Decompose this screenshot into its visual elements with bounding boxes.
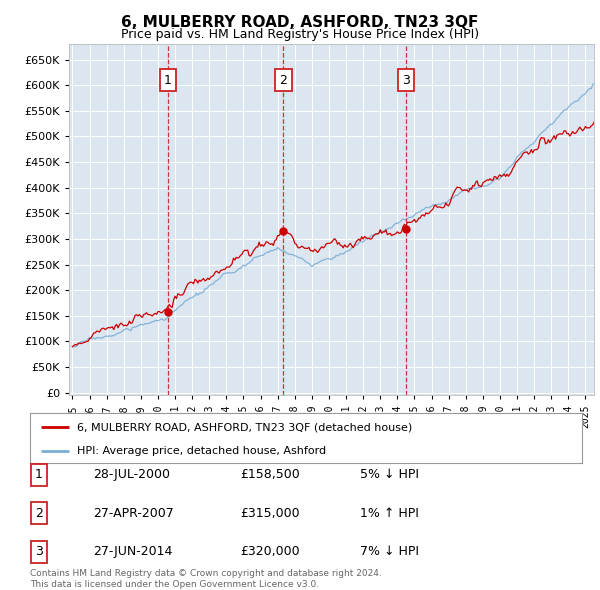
Text: 27-JUN-2014: 27-JUN-2014 [93,545,172,558]
Text: £320,000: £320,000 [240,545,299,558]
Text: 6, MULBERRY ROAD, ASHFORD, TN23 3QF: 6, MULBERRY ROAD, ASHFORD, TN23 3QF [121,15,479,30]
Text: HPI: Average price, detached house, Ashford: HPI: Average price, detached house, Ashf… [77,445,326,455]
Text: 28-JUL-2000: 28-JUL-2000 [93,468,170,481]
Text: 1: 1 [35,468,43,481]
Text: 3: 3 [35,545,43,558]
Text: 3: 3 [402,74,410,87]
Text: 1: 1 [164,74,172,87]
Text: Price paid vs. HM Land Registry's House Price Index (HPI): Price paid vs. HM Land Registry's House … [121,28,479,41]
Text: 7% ↓ HPI: 7% ↓ HPI [360,545,419,558]
Text: 27-APR-2007: 27-APR-2007 [93,507,174,520]
Text: Contains HM Land Registry data © Crown copyright and database right 2024.
This d: Contains HM Land Registry data © Crown c… [30,569,382,589]
Text: 1% ↑ HPI: 1% ↑ HPI [360,507,419,520]
Text: 6, MULBERRY ROAD, ASHFORD, TN23 3QF (detached house): 6, MULBERRY ROAD, ASHFORD, TN23 3QF (det… [77,422,412,432]
Text: 2: 2 [280,74,287,87]
Text: 5% ↓ HPI: 5% ↓ HPI [360,468,419,481]
Text: 2: 2 [35,507,43,520]
Text: £158,500: £158,500 [240,468,300,481]
Text: £315,000: £315,000 [240,507,299,520]
